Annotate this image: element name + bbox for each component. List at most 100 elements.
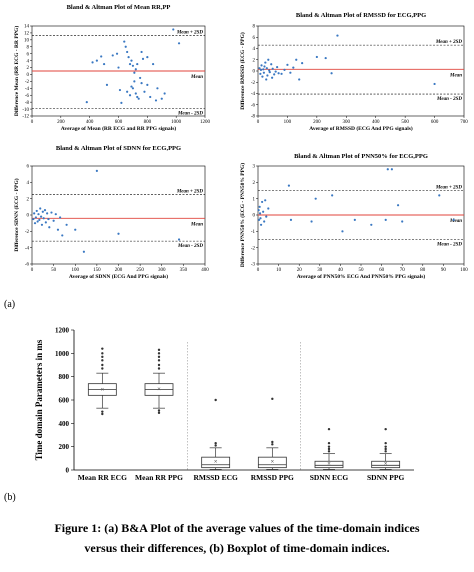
- y-tick-label: -2: [251, 246, 256, 251]
- data-point: [301, 62, 304, 65]
- outlier-point: [214, 398, 217, 402]
- iqr-box: [371, 460, 401, 469]
- y-tick-label: -2: [25, 230, 30, 235]
- y-tick-label: 0: [253, 70, 256, 75]
- data-point: [105, 83, 109, 86]
- outlier-point: [327, 447, 331, 451]
- outlier-point: [101, 412, 104, 416]
- data-point: [177, 42, 181, 45]
- ba-panel-ba_rmssd: Bland & Altman Plot of RMSSD for ECG,PPG…: [239, 12, 468, 132]
- outlier-point: [327, 427, 331, 431]
- data-point: [54, 213, 57, 216]
- x-tick-label: 800: [144, 120, 152, 125]
- data-point: [438, 194, 441, 197]
- x-tick-label: 400: [372, 120, 380, 125]
- data-point: [131, 64, 135, 67]
- caption-line-1: Figure 1: (a) B&A Plot of the average va…: [54, 521, 420, 535]
- x-tick-label: 350: [180, 268, 188, 273]
- outlier-point: [101, 363, 104, 367]
- caption-line-2: versus their differences, (b) Boxplot of…: [84, 541, 390, 555]
- data-point: [283, 68, 286, 71]
- y-tick-label: -3: [251, 263, 256, 268]
- x-tick-label: 100: [72, 268, 80, 273]
- y-axis-label: Difference SDNN (ECG - PPG): [13, 178, 20, 251]
- iqr-box: [257, 456, 287, 469]
- reference-line-label: Mean + 2SD: [435, 186, 463, 191]
- y-tick-label: -12: [22, 115, 29, 120]
- data-point: [141, 57, 145, 60]
- data-point: [136, 95, 139, 99]
- y-tick-label: 1: [253, 197, 256, 202]
- data-point: [268, 69, 271, 72]
- category-label: Mean RR PPG: [135, 473, 183, 482]
- outlier-point: [384, 441, 387, 445]
- data-point: [295, 58, 298, 61]
- outlier-point: [157, 409, 161, 412]
- y-axis-label: Difference Mean (RR ECG - RR PPG): [13, 26, 20, 116]
- y-tick-label: 4: [27, 59, 30, 64]
- outlier-point: [157, 367, 161, 370]
- data-point: [154, 99, 158, 102]
- data-point: [124, 45, 127, 48]
- data-point: [130, 59, 133, 62]
- reference-line-label: Mean: [190, 75, 203, 80]
- y-tick-label: -4: [25, 246, 30, 251]
- ba-panel-ba_sdnn: Bland & Altman Plot of SDNN for ECG,PPG 0…: [13, 145, 209, 280]
- data-point: [95, 169, 98, 172]
- x-tick-label: 0: [31, 120, 34, 125]
- plot-frame: [257, 25, 465, 117]
- data-point: [128, 94, 132, 97]
- data-point: [149, 95, 152, 99]
- data-point: [270, 63, 273, 66]
- data-point: [259, 217, 262, 220]
- outlier-point: [271, 440, 274, 444]
- box-sdnn-ecg: × SDNN ECG: [310, 427, 348, 482]
- data-point: [268, 71, 271, 74]
- x-tick-label: 50: [51, 268, 57, 273]
- reference-line-label: Mean - 2SD: [436, 97, 462, 102]
- data-point: [123, 40, 126, 43]
- x-tick-label: 1200: [200, 120, 211, 125]
- data-point: [266, 74, 269, 77]
- x-tick-label: 30: [317, 268, 323, 273]
- data-point: [39, 215, 43, 218]
- x-tick-label: 50: [359, 268, 365, 273]
- y-tick-label: -10: [22, 108, 29, 113]
- x-tick-label: 1000: [171, 120, 182, 125]
- data-point: [128, 62, 132, 66]
- x-tick-label: 300: [158, 268, 166, 273]
- category-label: RMSSD PPG: [251, 473, 294, 482]
- data-point: [156, 87, 159, 90]
- data-point: [265, 78, 268, 81]
- data-point: [257, 218, 261, 221]
- data-point: [133, 80, 136, 83]
- data-point: [433, 82, 436, 86]
- ba-title: Bland & Altman Plot of RMSSD for ECG,PPG: [296, 12, 426, 19]
- data-point: [46, 212, 49, 215]
- data-point: [261, 200, 264, 204]
- data-point: [56, 228, 60, 231]
- y-tick-label: 0: [27, 214, 30, 219]
- x-axis-label: Average of RMSSD (ECG And PPG signals): [309, 125, 413, 132]
- x-tick-label: 100: [460, 268, 468, 273]
- data-point: [298, 78, 301, 81]
- data-point: [262, 68, 265, 71]
- data-point: [262, 71, 265, 74]
- x-tick-label: 700: [460, 120, 468, 125]
- data-point: [44, 221, 47, 224]
- y-tick-label: -2: [251, 81, 256, 86]
- mean-marker: ×: [101, 388, 105, 394]
- data-point: [41, 210, 44, 213]
- data-point: [91, 61, 94, 64]
- y-tick-label: 1200: [55, 327, 70, 335]
- ba-title: Bland & Altman Plot of SDNN for ECG,PPG: [56, 145, 181, 152]
- data-point: [61, 234, 64, 237]
- reference-line-label: Mean: [449, 219, 462, 224]
- data-point: [258, 212, 262, 215]
- y-tick-label: 200: [59, 443, 70, 451]
- data-point: [386, 168, 389, 171]
- data-point: [47, 217, 50, 221]
- data-point: [37, 213, 40, 216]
- reference-line-label: Mean: [449, 73, 462, 78]
- data-point: [38, 218, 41, 221]
